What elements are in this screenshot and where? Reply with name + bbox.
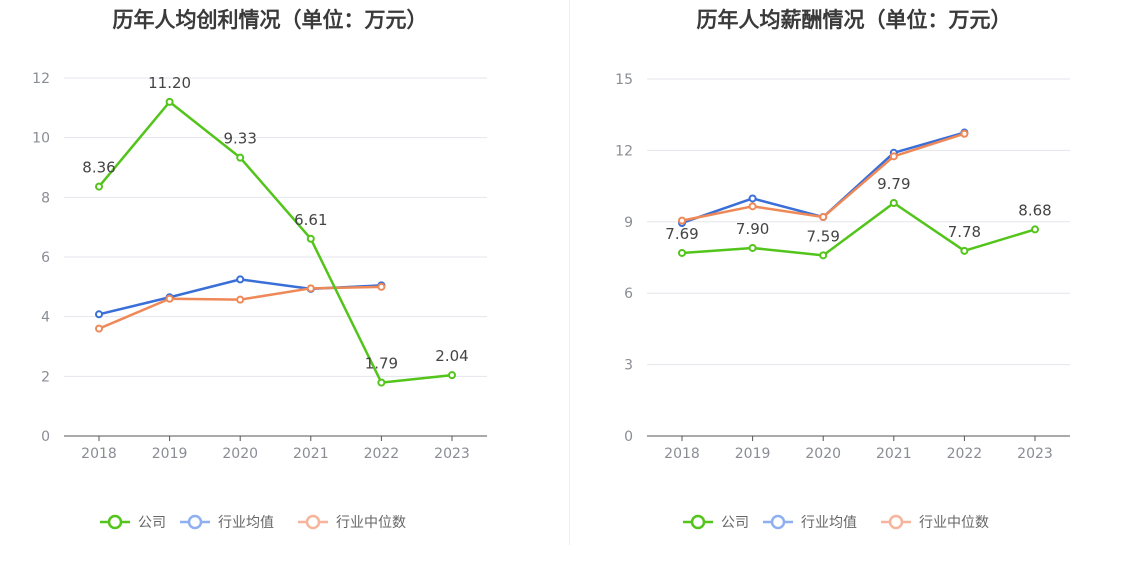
- data-point-industry-median: [748, 202, 757, 211]
- legend-marker: [107, 514, 123, 530]
- y-tick-label: 15: [615, 72, 633, 88]
- data-point-company: [306, 234, 315, 243]
- legend-marker: [690, 514, 706, 530]
- x-tick-label: 2020: [222, 446, 258, 462]
- data-point-industry-median: [960, 129, 969, 138]
- data-label: 1.79: [365, 355, 398, 373]
- x-tick-label: 2019: [735, 446, 771, 462]
- data-label: 2.04: [435, 347, 468, 365]
- legend-item-industry-median[interactable]: 行业中位数: [881, 514, 989, 531]
- y-tick-label: 2: [41, 369, 50, 385]
- y-tick-label: 4: [41, 310, 50, 326]
- series-line-industry-median: [98, 285, 382, 330]
- data-label: 9.79: [877, 175, 910, 193]
- legend-label: 行业中位数: [336, 515, 406, 531]
- data-label: 7.78: [948, 223, 981, 241]
- data-point-company: [678, 248, 686, 257]
- data-point-industry-median: [889, 152, 898, 161]
- legend-item-industry-avg[interactable]: 行业均值: [180, 514, 274, 531]
- data-point-company: [748, 243, 757, 252]
- data-label: 9.33: [223, 130, 256, 148]
- chart-panel-left: 历年人均创利情况（单位：万元） 0 2 4 6 8 10 12 2018 2019 2020 2021…: [32, 8, 487, 531]
- data-label: 8.36: [82, 159, 115, 177]
- y-tick-label: 0: [624, 429, 633, 445]
- data-point-company: [960, 246, 969, 255]
- legend-marker: [888, 514, 904, 530]
- x-tick-label: 2021: [876, 446, 912, 462]
- data-point-industry-avg: [748, 194, 757, 203]
- data-point-industry-median: [306, 284, 315, 293]
- x-tick-label: 2022: [947, 446, 983, 462]
- data-point-company: [236, 153, 245, 162]
- chart-panel-right: 历年人均薪酬情况（单位：万元） 0 3 6 9 12 15 2018 2019 2020 2021 2…: [567, 0, 1134, 582]
- x-tick-label: 2019: [152, 446, 188, 462]
- x-tick-label: 2018: [664, 446, 700, 462]
- data-point-company: [819, 251, 828, 260]
- x-tick-label: 2023: [1017, 446, 1053, 462]
- series-line-company: [98, 100, 453, 384]
- x-tick-label: 2022: [364, 446, 400, 462]
- chart-title: 历年人均创利情况（单位：万元）: [113, 8, 428, 32]
- y-tick-label: 8: [41, 190, 50, 206]
- data-point-company: [889, 198, 898, 207]
- y-tick-label: 9: [624, 215, 633, 231]
- data-point-company: [165, 97, 174, 106]
- data-point-industry-median: [819, 213, 828, 222]
- data-point-industry-median: [95, 324, 103, 333]
- data-label: 11.20: [148, 74, 191, 92]
- data-point-company: [95, 182, 103, 191]
- legend-marker: [770, 514, 786, 530]
- legend-item-industry-median[interactable]: 行业中位数: [298, 514, 406, 531]
- legend-marker: [305, 514, 321, 530]
- legend-item-industry-avg[interactable]: 行业均值: [763, 514, 857, 531]
- legend-label: 公司: [138, 515, 166, 531]
- data-point-company: [448, 371, 456, 380]
- legend-item-company[interactable]: 公司: [100, 514, 166, 531]
- x-tick-label: 2018: [81, 446, 117, 462]
- x-tick-label: 2023: [434, 446, 470, 462]
- data-point-industry-avg: [236, 275, 245, 284]
- legend-label: 行业均值: [218, 515, 274, 531]
- data-point-industry-avg: [95, 310, 103, 319]
- data-point-company: [1031, 225, 1039, 234]
- y-tick-label: 12: [32, 71, 50, 87]
- y-tick-label: 6: [624, 286, 633, 302]
- panel-divider: [569, 0, 570, 545]
- y-tick-label: 0: [41, 429, 50, 445]
- data-label: 7.90: [736, 220, 769, 238]
- data-label: 8.68: [1018, 201, 1051, 219]
- data-label: 6.61: [294, 211, 327, 229]
- legend-label: 公司: [721, 515, 749, 531]
- series-line-company: [681, 201, 1036, 257]
- data-point-industry-median: [165, 294, 174, 303]
- legend-item-company[interactable]: 公司: [683, 514, 749, 531]
- data-point-company: [377, 378, 386, 387]
- y-tick-label: 6: [41, 250, 50, 266]
- x-tick-label: 2021: [293, 446, 329, 462]
- data-label: 7.59: [806, 227, 839, 245]
- data-point-industry-median: [377, 282, 386, 291]
- chart-svg: 历年人均创利情况（单位：万元） 0 2 4 6 8 10 12 2018 2019 2020 2021…: [32, 8, 487, 531]
- data-point-industry-median: [236, 295, 245, 304]
- x-tick-label: 2020: [805, 446, 841, 462]
- y-tick-label: 10: [32, 131, 50, 147]
- y-tick-label: 3: [624, 358, 633, 374]
- data-label: 7.69: [665, 225, 698, 243]
- chart-svg: 历年人均薪酬情况（单位：万元） 0 3 6 9 12 15 2018 2019 2020 2021 2…: [615, 8, 1070, 531]
- y-tick-label: 12: [615, 143, 633, 159]
- legend-label: 行业中位数: [919, 515, 989, 531]
- legend-label: 行业均值: [801, 515, 857, 531]
- legend-marker: [187, 514, 203, 530]
- chart-title: 历年人均薪酬情况（单位：万元）: [697, 8, 1012, 32]
- data-point-industry-median: [678, 216, 686, 225]
